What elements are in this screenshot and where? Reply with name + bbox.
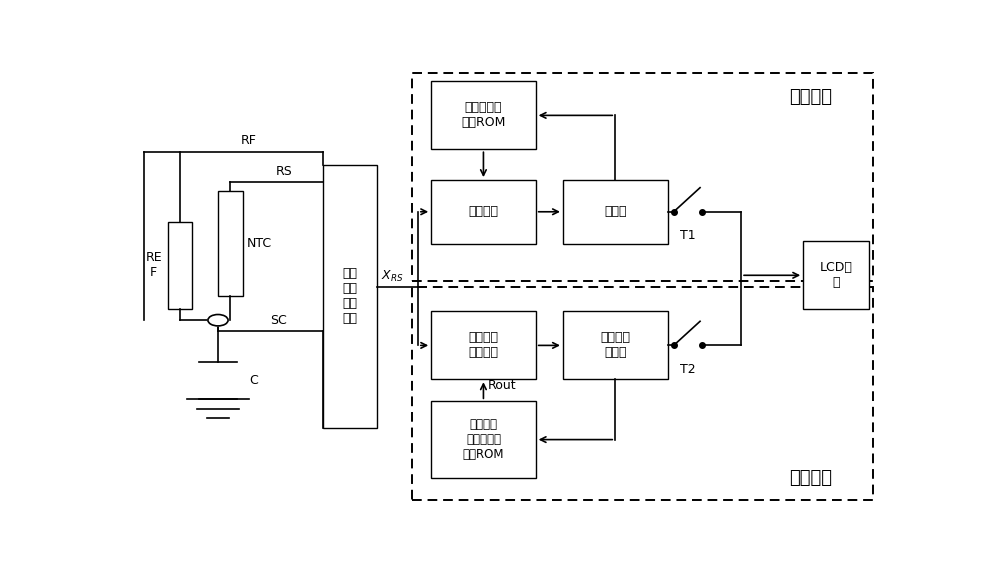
Text: SC: SC: [270, 314, 286, 327]
Text: 小数分频: 小数分频: [468, 205, 498, 218]
Text: RE
F: RE F: [145, 251, 162, 279]
Circle shape: [208, 315, 228, 326]
Text: T2: T2: [680, 363, 696, 376]
Bar: [412, 287, 873, 500]
Bar: [218, 191, 243, 296]
Text: 温度补偿
分频系数查
找表ROM: 温度补偿 分频系数查 找表ROM: [463, 418, 504, 461]
Bar: [431, 180, 536, 244]
Text: C: C: [249, 374, 258, 387]
Bar: [412, 73, 873, 281]
Text: 分频系数查
找表ROM: 分频系数查 找表ROM: [461, 101, 506, 129]
Text: NTC: NTC: [247, 237, 272, 250]
Text: T1: T1: [680, 229, 696, 242]
Text: 实测模式: 实测模式: [789, 88, 832, 106]
Text: 温度补偿
计数器: 温度补偿 计数器: [600, 331, 630, 360]
Bar: [168, 222, 192, 310]
Bar: [323, 164, 377, 427]
Bar: [431, 311, 536, 380]
Text: 补偿模式: 补偿模式: [789, 469, 832, 487]
Text: Rout: Rout: [487, 380, 516, 393]
Bar: [803, 241, 869, 310]
Text: RS: RS: [276, 165, 293, 178]
Text: RF: RF: [241, 134, 257, 147]
Text: 脉冲
产生
控制
电路: 脉冲 产生 控制 电路: [342, 267, 357, 325]
Text: 温度补偿
小数分频: 温度补偿 小数分频: [468, 331, 498, 360]
Bar: [563, 180, 668, 244]
Bar: [431, 81, 536, 149]
Text: $X_{RS}$: $X_{RS}$: [381, 269, 403, 284]
Text: LCD驱
动: LCD驱 动: [820, 261, 852, 289]
Bar: [431, 401, 536, 478]
Text: 计数器: 计数器: [604, 205, 626, 218]
Bar: [563, 311, 668, 380]
